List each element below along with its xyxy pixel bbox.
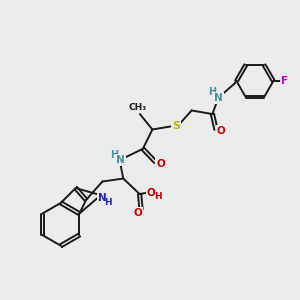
Text: H: H bbox=[110, 150, 118, 160]
Text: N: N bbox=[214, 93, 223, 103]
Text: O: O bbox=[217, 126, 226, 136]
Text: H: H bbox=[154, 192, 162, 201]
Text: N: N bbox=[98, 193, 106, 202]
Text: N: N bbox=[116, 155, 125, 165]
Text: S: S bbox=[172, 121, 180, 131]
Text: O: O bbox=[133, 208, 142, 218]
Text: O: O bbox=[146, 188, 155, 197]
Text: F: F bbox=[281, 76, 288, 86]
Text: CH₃: CH₃ bbox=[128, 103, 147, 112]
Text: O: O bbox=[156, 159, 165, 169]
Text: H: H bbox=[104, 198, 112, 207]
Text: H: H bbox=[208, 87, 216, 97]
